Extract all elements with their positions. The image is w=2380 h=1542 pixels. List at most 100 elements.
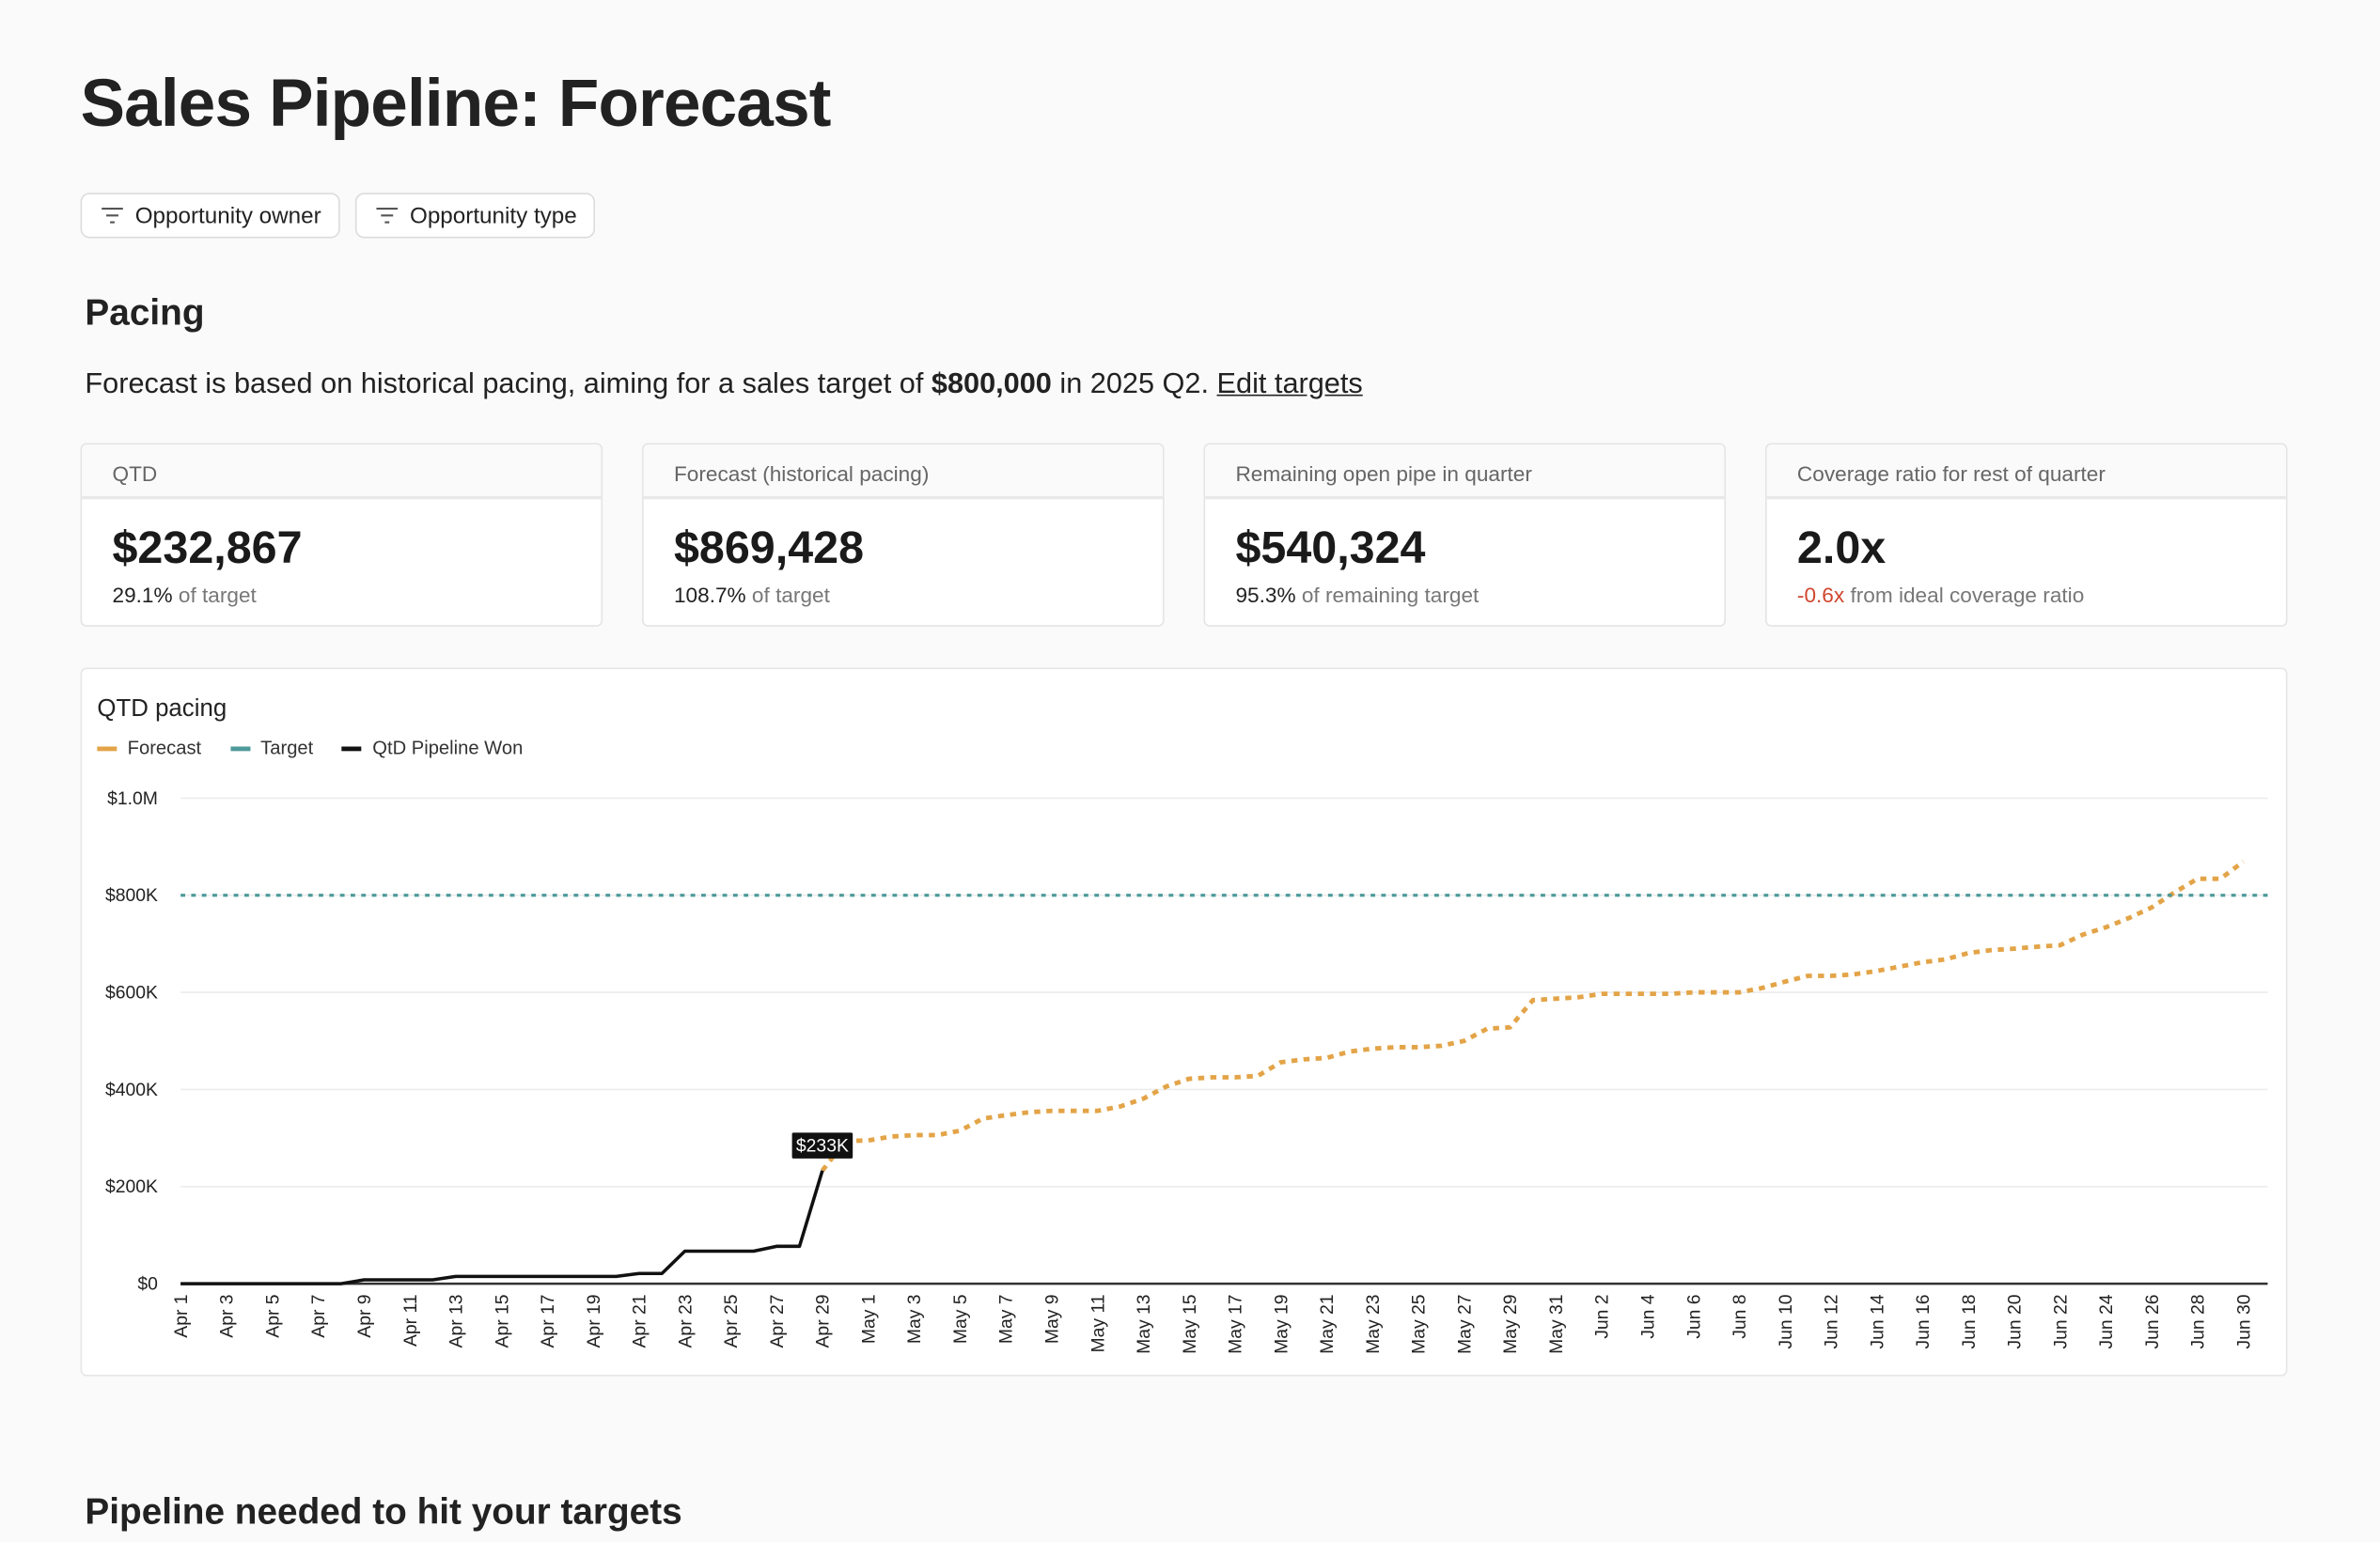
kpi-sub-text: of remaining target [1295,583,1480,607]
chart-title: QTD pacing [97,696,227,723]
description-text: in 2025 Q2. [1051,368,1217,401]
x-tick-label: Jun 22 [2050,1294,2071,1348]
x-tick-label: Apr 3 [217,1294,238,1337]
qtd-pacing-chart: $0 $200K $400K $600K $800K $1.0M Apr 1 Apr 3 Apr… [105,788,2268,1354]
x-tick-label: Jun 26 [2142,1294,2163,1348]
x-tick-label: Apr 9 [354,1294,375,1337]
kpi-card-remaining-pipe: Remaining open pipe in quarter $540,324 … [1203,443,1727,627]
kpi-card-qtd: QTD $232,867 29.1% of target [80,443,603,627]
legend-label: Target [260,737,314,759]
filter-opportunity-owner-button[interactable]: Opportunity owner [80,193,340,239]
x-tick-label: May 7 [996,1294,1017,1344]
x-tick-label: Apr 15 [492,1294,512,1347]
edit-targets-link[interactable]: Edit targets [1216,368,1363,401]
x-tick-label: Jun 8 [1730,1294,1750,1338]
kpi-sub-value: 29.1% [112,583,173,607]
x-tick-label: Jun 28 [2188,1294,2209,1348]
kpi-sub-text: of target [745,583,830,607]
data-label: $233K [796,1136,849,1157]
forecast-line [820,859,2246,1173]
legend-item-pipeline-won[interactable]: QtD Pipeline Won [341,737,524,759]
kpi-sub-value: -0.6x [1796,583,1845,607]
x-tick-label: May 3 [904,1294,925,1344]
y-tick-label: $400K [105,1080,158,1100]
x-tick-label: Apr 13 [446,1294,467,1347]
x-tick-label: May 11 [1088,1294,1108,1352]
qtd-pacing-chart-card: QTD pacing Forecast Target QtD Pipeline … [80,667,2288,1377]
kpi-sub-value: 95.3% [1235,583,1296,607]
y-tick-label: $1.0M [107,788,158,809]
x-tick-label: Apr 11 [400,1294,421,1347]
kpi-sub-text: of target [172,583,257,607]
kpi-value: $869,428 [673,523,865,574]
legend-label: QtD Pipeline Won [372,737,524,759]
x-tick-label: May 1 [858,1294,879,1344]
y-tick-label: $0 [137,1274,158,1295]
legend-item-forecast[interactable]: Forecast [97,737,202,759]
legend-swatch [229,745,250,751]
x-tick-label: Jun 16 [1913,1294,1934,1348]
filter-label: Opportunity type [409,202,577,229]
kpi-subtext: 29.1% of target [112,583,256,607]
filter-label: Opportunity owner [134,202,321,229]
kpi-card-forecast: Forecast (historical pacing) $869,428 10… [642,443,1165,627]
pipeline-won-line [180,1170,824,1285]
x-tick-label: Apr 7 [308,1294,329,1337]
kpi-card-coverage-ratio: Coverage ratio for rest of quarter 2.0x … [1765,443,2288,627]
pacing-description: Forecast is based on historical pacing, … [85,368,1362,402]
kpi-value: 2.0x [1796,523,1887,574]
x-tick-label: May 15 [1180,1294,1200,1354]
kpi-label: Remaining open pipe in quarter [1205,444,1725,500]
legend-swatch [97,745,117,751]
x-tick-label: Apr 1 [171,1294,192,1337]
x-tick-label: Jun 2 [1592,1294,1613,1338]
kpi-label: Forecast (historical pacing) [643,444,1163,500]
x-tick-label: Apr 27 [767,1294,788,1347]
x-tick-label: May 25 [1409,1294,1430,1353]
y-tick-label: $200K [105,1176,158,1197]
x-tick-label: Apr 23 [675,1294,696,1347]
kpi-label: QTD [82,444,602,500]
data-label-box [791,1132,853,1159]
x-tick-label: Apr 19 [584,1294,604,1347]
x-tick-label: May 27 [1454,1294,1475,1354]
target-amount: $800,000 [931,368,1052,401]
x-tick-label: May 19 [1271,1294,1292,1353]
x-tick-label: Jun 10 [1776,1294,1796,1348]
x-tick-label: Apr 21 [630,1294,650,1347]
section-heading-pipeline-needed: Pipeline needed to hit your targets [85,1491,682,1533]
x-tick-label: May 21 [1317,1294,1338,1353]
description-text: Forecast is based on historical pacing, … [85,368,932,401]
kpi-subtext: 95.3% of remaining target [1235,583,1479,607]
filter-icon [102,207,123,224]
x-tick-label: Jun 24 [2096,1294,2117,1348]
x-tick-label: Apr 17 [538,1294,558,1347]
x-tick-label: Jun 4 [1637,1294,1658,1339]
chart-legend: Forecast Target QtD Pipeline Won [97,737,552,759]
x-tick-label: Apr 29 [813,1294,834,1347]
x-tick-label: May 31 [1546,1294,1567,1353]
x-tick-label: May 5 [950,1294,971,1344]
kpi-subtext: 108.7% of target [674,583,830,607]
x-tick-label: Jun 12 [1822,1294,1842,1348]
legend-label: Forecast [127,737,202,759]
x-tick-label: May 9 [1042,1294,1063,1344]
x-tick-label: May 17 [1226,1294,1246,1353]
x-tick-label: Jun 14 [1867,1294,1887,1348]
x-tick-label: May 23 [1363,1294,1384,1353]
y-tick-label: $800K [105,885,158,906]
kpi-sub-text: from ideal coverage ratio [1844,583,2085,607]
x-tick-label: Apr 5 [262,1294,283,1337]
x-tick-label: Jun 18 [1959,1294,1980,1348]
x-tick-label: Jun 30 [2233,1294,2254,1348]
kpi-value: $232,867 [112,523,303,574]
page-title: Sales Pipeline: Forecast [80,67,832,142]
section-heading-pacing: Pacing [85,292,205,335]
filter-icon [376,207,399,224]
legend-item-target[interactable]: Target [229,737,314,759]
filter-opportunity-type-button[interactable]: Opportunity type [354,193,596,239]
x-tick-label: Jun 20 [2005,1294,2026,1348]
x-tick-label: Apr 25 [721,1294,742,1347]
kpi-label: Coverage ratio for rest of quarter [1766,444,2286,500]
x-tick-label: May 29 [1500,1294,1521,1353]
